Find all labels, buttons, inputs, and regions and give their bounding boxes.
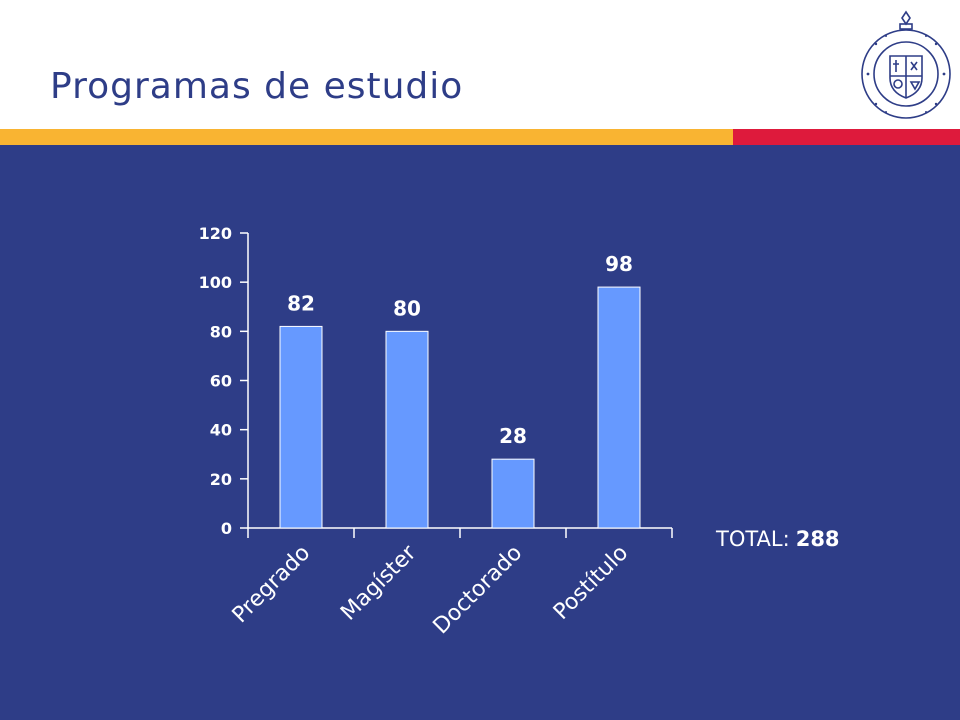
data-label: 98 bbox=[605, 252, 633, 276]
bar bbox=[385, 330, 429, 529]
x-tick-label: Pregrado bbox=[228, 541, 316, 629]
data-label: 28 bbox=[499, 424, 527, 448]
bar bbox=[491, 458, 535, 529]
y-tick-label: 100 bbox=[199, 273, 232, 292]
x-tick-label: Magíster bbox=[336, 540, 422, 626]
accent-band-yellow bbox=[0, 129, 733, 145]
x-tick-label: Doctorado bbox=[429, 541, 528, 640]
university-seal-logo bbox=[861, 10, 951, 119]
y-tick-label: 120 bbox=[199, 224, 232, 243]
data-label: 80 bbox=[393, 296, 421, 320]
accent-band-red bbox=[733, 129, 960, 145]
data-label: 82 bbox=[287, 291, 315, 315]
content-panel bbox=[0, 145, 960, 720]
total-summary: TOTAL: 288 bbox=[716, 527, 840, 551]
x-tick-label: Postítulo bbox=[549, 541, 633, 625]
bar bbox=[597, 286, 641, 529]
page-title: Programas de estudio bbox=[50, 66, 464, 107]
total-value: 288 bbox=[795, 527, 840, 551]
y-tick-label: 80 bbox=[210, 322, 232, 341]
y-tick-label: 0 bbox=[221, 519, 232, 538]
total-label: TOTAL: bbox=[716, 527, 790, 551]
y-tick-label: 20 bbox=[210, 470, 232, 489]
bar bbox=[279, 325, 323, 529]
y-tick-label: 40 bbox=[210, 421, 232, 440]
y-tick-label: 60 bbox=[210, 372, 232, 391]
